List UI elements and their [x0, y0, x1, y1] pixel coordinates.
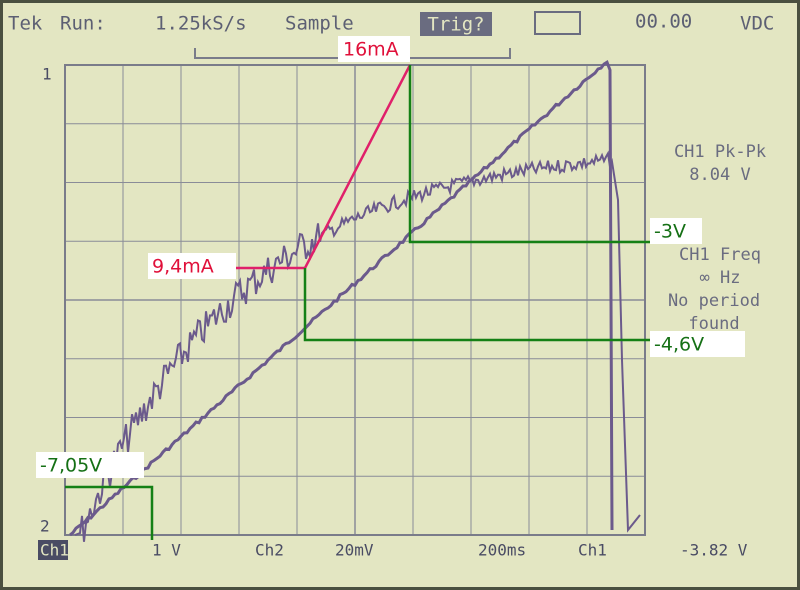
- current-label: 9,4mA: [152, 256, 214, 278]
- ch2-marker: 2: [40, 517, 50, 536]
- trigger-source: Ch1: [578, 541, 607, 560]
- ch1-scale: 1 V: [152, 541, 181, 560]
- readout: 00.00: [635, 11, 692, 33]
- ch1-box: [38, 540, 68, 560]
- voltage-label: -7,05V: [40, 455, 102, 477]
- ch1-label: Ch1: [40, 541, 69, 560]
- label-box: [650, 331, 745, 357]
- ch2-label: Ch2: [255, 541, 284, 560]
- label-box: [650, 218, 702, 244]
- voltage-label: -4,6V: [654, 334, 704, 356]
- trigger-state: Trig?: [427, 14, 484, 36]
- meas-name: CH1 Pk-Pk: [674, 142, 766, 162]
- current-label: 16mA: [343, 39, 399, 61]
- ch2-scale: 20mV: [335, 541, 374, 560]
- trigger-level: -3.82 V: [680, 541, 748, 560]
- meas-value: ∞ Hz: [700, 268, 741, 288]
- trigger-box: [420, 12, 492, 36]
- meas-note: No period: [668, 291, 760, 311]
- label-box: [36, 452, 144, 478]
- graticule: [65, 65, 645, 535]
- timebase: 200ms: [478, 541, 526, 560]
- graticule-border: [64, 64, 646, 536]
- annotation-line: [65, 65, 650, 540]
- trigger-icon: [534, 11, 581, 35]
- trace-ch1: [69, 59, 614, 537]
- readout-unit: VDC: [740, 13, 774, 35]
- label-box: [148, 253, 236, 279]
- acq-mode: Sample: [285, 13, 354, 35]
- sample-rate: 1.25kS/s: [155, 13, 247, 35]
- meas-value: 8.04 V: [689, 165, 750, 185]
- meas-note: found: [688, 314, 739, 334]
- label-box: [338, 36, 410, 62]
- voltage-label: -3V: [654, 221, 686, 243]
- run-state: Run:: [60, 13, 106, 35]
- meas-name: CH1 Freq: [679, 245, 761, 265]
- ch1-marker: 1: [42, 65, 52, 84]
- trace-ch2: [74, 150, 641, 542]
- brand: Tek: [8, 13, 43, 35]
